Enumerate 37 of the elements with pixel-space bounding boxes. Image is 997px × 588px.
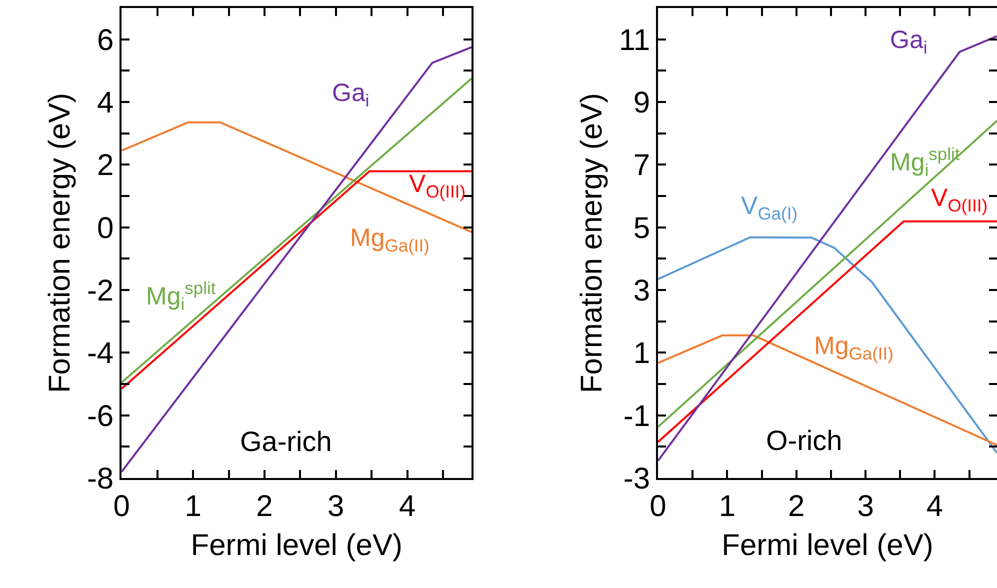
y-tick-label: 7 <box>633 149 650 182</box>
y-tick-label: 2 <box>96 149 114 182</box>
y-tick-label: 6 <box>96 24 114 57</box>
x-tick-label: 3 <box>857 490 874 523</box>
x-tick-label: 2 <box>788 490 805 523</box>
annotation: Ga-rich <box>240 426 332 457</box>
y-axis-title: Formation energy (eV) <box>43 92 76 394</box>
x-tick-label: 1 <box>718 490 736 523</box>
series-label: Mg$_{Ga(II)}$ <box>350 224 430 256</box>
x-tick-label: 4 <box>398 490 416 523</box>
x-axis-title: Fermi level (eV) <box>190 529 402 562</box>
series-label: V$_{O(III)}$ <box>931 184 988 216</box>
y-tick-label: -8 <box>86 462 114 496</box>
y-tick-label: 11 <box>618 24 650 57</box>
series-label: V$_{O(III)}$ <box>409 170 466 202</box>
y-tick-label: 3 <box>633 274 650 308</box>
series-label: V$_{Ga(I)}$ <box>741 192 798 224</box>
x-tick-label: 4 <box>926 490 944 523</box>
y-tick-label: -6 <box>86 400 114 433</box>
annotation: O-rich <box>766 425 842 456</box>
y-tick-label: -3 <box>623 462 650 496</box>
y-axis-title: Formation energy (eV) <box>575 92 608 394</box>
y-tick-label: 9 <box>633 86 650 120</box>
y-tick-label: -1 <box>623 400 650 433</box>
y-tick-label: -4 <box>86 337 114 370</box>
x-axis-title: Fermi level (eV) <box>722 529 934 562</box>
y-tick-label: -2 <box>86 274 114 308</box>
x-tick-label: 1 <box>184 490 202 523</box>
y-tick-label: 5 <box>633 212 650 245</box>
series-label: Mg$_{Ga(II)}$ <box>814 332 894 364</box>
y-tick-label: 1 <box>633 337 650 370</box>
x-tick-label: 3 <box>328 490 344 523</box>
y-tick-label: 0 <box>96 212 114 245</box>
series-label: Ga$_{i}$ <box>332 79 370 110</box>
series-label: Ga$_{i}$ <box>890 26 928 58</box>
x-tick-label: 2 <box>256 490 273 523</box>
y-tick-label: 4 <box>96 86 114 120</box>
